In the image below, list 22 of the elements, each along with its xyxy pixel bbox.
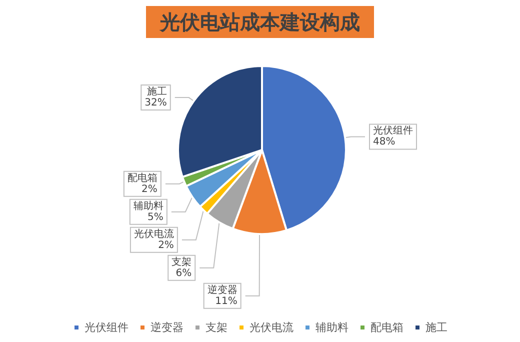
legend-label: 光伏组件 bbox=[84, 321, 128, 334]
data-label: 2% bbox=[142, 184, 158, 195]
slice-label: 施工 bbox=[146, 86, 167, 98]
legend-label: 支架 bbox=[206, 321, 228, 334]
slice-label: 辅助料 bbox=[133, 200, 164, 212]
legend-label: 光伏电流 bbox=[250, 321, 294, 334]
slice-label: 支架 bbox=[172, 256, 192, 268]
legend-label: 施工 bbox=[426, 321, 448, 334]
data-label: 6% bbox=[176, 268, 192, 279]
legend-label: 配电箱 bbox=[370, 321, 404, 334]
legend-label: 逆变器 bbox=[150, 321, 184, 334]
chart-title: 光伏电站成本建设构成 bbox=[159, 10, 360, 34]
legend-label: 辅助料 bbox=[316, 321, 348, 334]
data-label: 2% bbox=[158, 240, 174, 251]
slice-label: 配电箱 bbox=[127, 172, 158, 184]
slice-label: 光伏电流 bbox=[134, 228, 174, 240]
slice-label: 光伏组件 bbox=[373, 124, 414, 137]
data-label: 48% bbox=[373, 136, 396, 148]
slice-label: 逆变器 bbox=[207, 284, 238, 296]
data-label: 11% bbox=[215, 296, 238, 307]
data-label: 5% bbox=[148, 212, 164, 223]
data-label: 32% bbox=[144, 98, 167, 109]
